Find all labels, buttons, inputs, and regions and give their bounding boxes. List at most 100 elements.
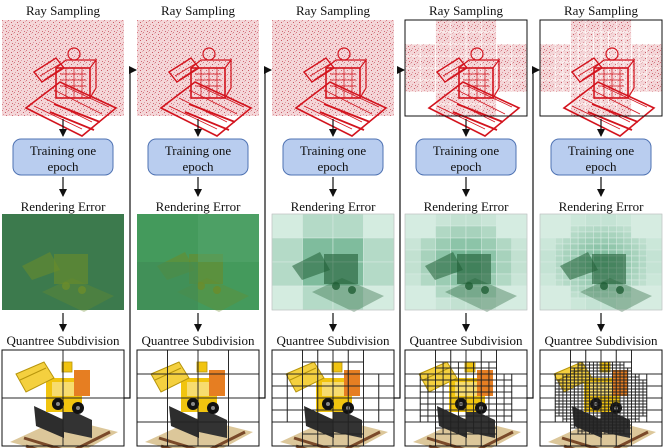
quadtree-label: Quantree Subdivision	[409, 333, 523, 348]
error-cell	[585, 231, 594, 239]
error-cell	[646, 237, 663, 251]
error-cell	[646, 249, 663, 263]
error-cell	[496, 249, 512, 263]
error-cell	[562, 255, 571, 263]
error-cell	[600, 231, 609, 239]
error-cell	[332, 213, 364, 239]
training-box	[415, 138, 517, 176]
error-frame	[539, 213, 663, 311]
error-cell	[562, 237, 571, 245]
rendering-error-image	[137, 214, 259, 312]
error-cell	[623, 225, 632, 233]
error-cell	[577, 231, 586, 239]
error-cell	[638, 273, 647, 281]
error-cell	[577, 243, 586, 251]
rendering-error-image	[2, 214, 124, 312]
error-cell	[511, 237, 528, 251]
error-cell	[638, 249, 647, 257]
rendering-error-image	[404, 213, 528, 312]
error-cell	[623, 243, 632, 251]
error-cell	[646, 261, 663, 275]
error-cell	[496, 273, 512, 287]
error-cell	[465, 225, 482, 239]
ray-sampling-image	[2, 20, 124, 137]
error-cell	[570, 279, 579, 287]
error-cell	[435, 237, 451, 251]
error-cell	[435, 225, 451, 239]
error-cell	[616, 225, 625, 233]
cleared-cell	[540, 92, 571, 116]
error-cell	[638, 261, 647, 269]
quadtree-image	[1, 349, 125, 448]
training-box	[282, 138, 384, 176]
ray-sampling-image	[404, 19, 528, 137]
error-cell	[570, 243, 579, 251]
ray-sampling-label: Ray Sampling	[161, 3, 236, 18]
error-cell	[435, 297, 451, 311]
error-cell	[593, 243, 602, 251]
error-cell	[631, 243, 640, 251]
rendering-error-label: Rendering Error	[559, 199, 645, 214]
error-cell	[539, 237, 556, 251]
error-cell	[562, 279, 571, 287]
error-cell	[363, 261, 395, 287]
error-cell	[539, 213, 571, 239]
error-cell	[481, 237, 497, 251]
error-frame	[271, 213, 395, 311]
error-cell	[631, 279, 640, 287]
error-cell	[404, 261, 421, 275]
error-cell	[593, 231, 602, 239]
error-cell	[600, 243, 609, 251]
error-cell	[570, 231, 579, 239]
error-cell	[570, 291, 579, 299]
error-cell	[420, 249, 436, 263]
rendering-error-label: Rendering Error	[291, 199, 377, 214]
stage-connector-arrow-4	[527, 66, 540, 399]
error-cell	[562, 249, 571, 257]
error-cell	[511, 261, 528, 275]
error-cell	[616, 237, 625, 245]
ray-frame	[404, 19, 528, 117]
quadtree-image	[271, 349, 395, 448]
training-label-line1: Training one	[568, 143, 635, 158]
error-cell	[638, 267, 647, 275]
error-cell	[465, 213, 482, 227]
training-box	[147, 138, 249, 176]
error-cell	[631, 237, 640, 245]
training-label-line2: epoch	[585, 159, 617, 174]
error-cell	[593, 237, 602, 245]
error-cell	[511, 273, 528, 287]
error-cell	[631, 273, 640, 281]
error-cell	[404, 237, 421, 251]
rendering-error-label: Rendering Error	[21, 199, 107, 214]
error-cell	[450, 237, 467, 251]
stage-connector-arrow-1	[124, 66, 137, 399]
error-cell	[481, 213, 497, 227]
rendering-error-label: Rendering Error	[156, 199, 242, 214]
error-cell	[363, 237, 395, 263]
error-cell	[631, 267, 640, 275]
error-cell	[562, 243, 571, 251]
error-cell	[302, 213, 334, 239]
error-cell	[555, 267, 564, 275]
error-cell	[616, 243, 625, 251]
rendering-error-label: Rendering Error	[424, 199, 510, 214]
error-cell	[555, 243, 564, 251]
error-cell	[404, 213, 436, 239]
error-cell	[496, 213, 528, 239]
error-cell	[450, 225, 467, 239]
error-cell	[577, 225, 586, 233]
error-cell	[404, 273, 421, 287]
training-label-line1: Training one	[300, 143, 367, 158]
error-cell	[600, 237, 609, 245]
error-cell	[570, 249, 579, 257]
error-cell	[555, 255, 564, 263]
quadtree-frame	[539, 349, 663, 447]
ray-frame	[539, 19, 663, 117]
quadtree-label: Quantree Subdivision	[141, 333, 255, 348]
error-cell	[511, 249, 528, 263]
error-cell	[496, 261, 512, 275]
